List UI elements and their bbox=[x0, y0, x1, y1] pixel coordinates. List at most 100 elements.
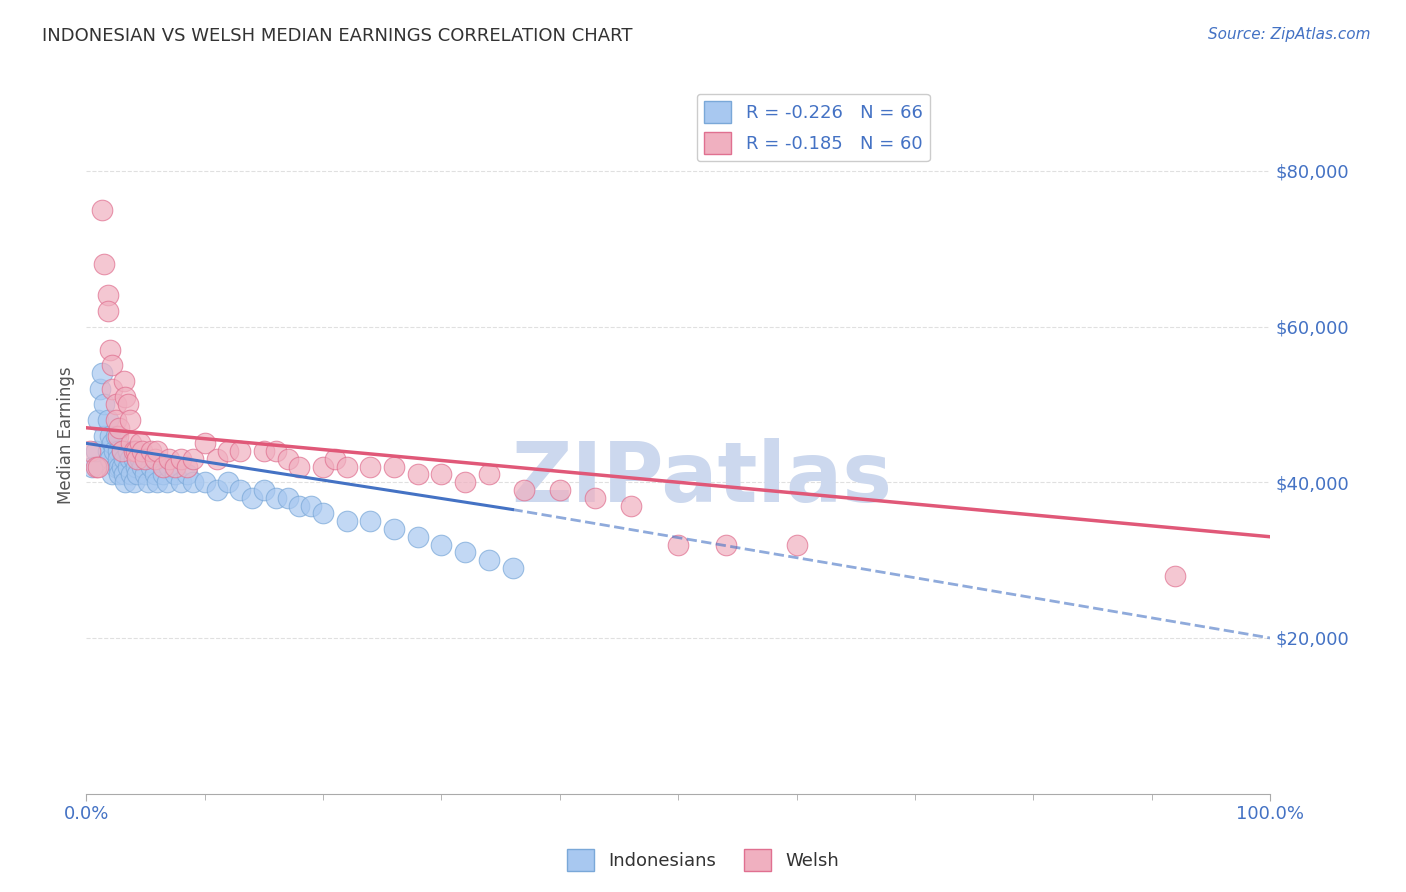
Point bbox=[229, 444, 252, 458]
Point bbox=[136, 475, 159, 490]
Point bbox=[120, 436, 142, 450]
Point bbox=[359, 459, 381, 474]
Point bbox=[103, 444, 125, 458]
Point bbox=[430, 537, 453, 551]
Point bbox=[104, 428, 127, 442]
Point bbox=[112, 374, 135, 388]
Point bbox=[79, 444, 101, 458]
Point bbox=[277, 491, 299, 505]
Point bbox=[131, 444, 153, 458]
Point bbox=[117, 397, 139, 411]
Point bbox=[323, 451, 346, 466]
Point bbox=[111, 444, 134, 458]
Point bbox=[299, 499, 322, 513]
Point bbox=[107, 451, 129, 466]
Point bbox=[478, 553, 501, 567]
Point bbox=[454, 475, 477, 490]
Point bbox=[97, 413, 120, 427]
Point bbox=[406, 467, 429, 482]
Point bbox=[181, 475, 204, 490]
Point bbox=[152, 467, 174, 482]
Point bbox=[101, 359, 124, 373]
Point bbox=[165, 459, 187, 474]
Point bbox=[170, 475, 193, 490]
Point bbox=[264, 491, 287, 505]
Point bbox=[240, 491, 263, 505]
Point bbox=[101, 436, 124, 450]
Point bbox=[165, 467, 187, 482]
Point bbox=[454, 545, 477, 559]
Point bbox=[336, 459, 359, 474]
Point bbox=[478, 467, 501, 482]
Y-axis label: Median Earnings: Median Earnings bbox=[58, 367, 75, 504]
Point bbox=[101, 467, 124, 482]
Point bbox=[90, 366, 112, 380]
Point bbox=[620, 499, 643, 513]
Point bbox=[143, 467, 166, 482]
Point bbox=[98, 428, 121, 442]
Text: INDONESIAN VS WELSH MEDIAN EARNINGS CORRELATION CHART: INDONESIAN VS WELSH MEDIAN EARNINGS CORR… bbox=[42, 27, 633, 45]
Text: Source: ZipAtlas.com: Source: ZipAtlas.com bbox=[1208, 27, 1371, 42]
Point bbox=[157, 451, 180, 466]
Point bbox=[97, 288, 120, 302]
Point bbox=[194, 436, 217, 450]
Point bbox=[98, 451, 121, 466]
Point bbox=[87, 459, 110, 474]
Point bbox=[93, 428, 115, 442]
Point bbox=[89, 382, 111, 396]
Point bbox=[382, 522, 405, 536]
Point bbox=[97, 444, 120, 458]
Point bbox=[264, 444, 287, 458]
Point bbox=[97, 304, 120, 318]
Point bbox=[107, 444, 129, 458]
Point bbox=[152, 459, 174, 474]
Point bbox=[217, 475, 239, 490]
Point bbox=[583, 491, 606, 505]
Point bbox=[84, 459, 107, 474]
Legend: R = -0.226   N = 66, R = -0.185   N = 60: R = -0.226 N = 66, R = -0.185 N = 60 bbox=[697, 94, 929, 161]
Point bbox=[217, 444, 239, 458]
Point bbox=[430, 467, 453, 482]
Point bbox=[406, 530, 429, 544]
Point bbox=[104, 413, 127, 427]
Point bbox=[122, 451, 145, 466]
Point bbox=[288, 499, 311, 513]
Point bbox=[112, 467, 135, 482]
Point bbox=[146, 444, 169, 458]
Point bbox=[382, 459, 405, 474]
Point bbox=[120, 467, 142, 482]
Point bbox=[513, 483, 536, 497]
Point bbox=[176, 467, 198, 482]
Point bbox=[84, 444, 107, 458]
Point bbox=[1164, 568, 1187, 582]
Point bbox=[548, 483, 571, 497]
Point bbox=[122, 475, 145, 490]
Point bbox=[98, 343, 121, 357]
Point bbox=[176, 459, 198, 474]
Point bbox=[128, 436, 150, 450]
Point bbox=[141, 444, 163, 458]
Point bbox=[101, 382, 124, 396]
Point bbox=[288, 459, 311, 474]
Point bbox=[146, 475, 169, 490]
Point bbox=[502, 561, 524, 575]
Point bbox=[127, 451, 149, 466]
Text: ZIPatlas: ZIPatlas bbox=[512, 438, 893, 519]
Legend: Indonesians, Welsh: Indonesians, Welsh bbox=[560, 842, 846, 879]
Point bbox=[253, 483, 276, 497]
Point bbox=[205, 483, 228, 497]
Point bbox=[122, 444, 145, 458]
Point bbox=[107, 428, 129, 442]
Point bbox=[170, 451, 193, 466]
Point bbox=[111, 459, 134, 474]
Point bbox=[125, 444, 148, 458]
Point bbox=[120, 451, 142, 466]
Point bbox=[277, 451, 299, 466]
Point bbox=[156, 475, 179, 490]
Point bbox=[90, 202, 112, 217]
Point bbox=[108, 459, 131, 474]
Point bbox=[359, 514, 381, 528]
Point bbox=[111, 444, 134, 458]
Point bbox=[714, 537, 737, 551]
Point bbox=[143, 451, 166, 466]
